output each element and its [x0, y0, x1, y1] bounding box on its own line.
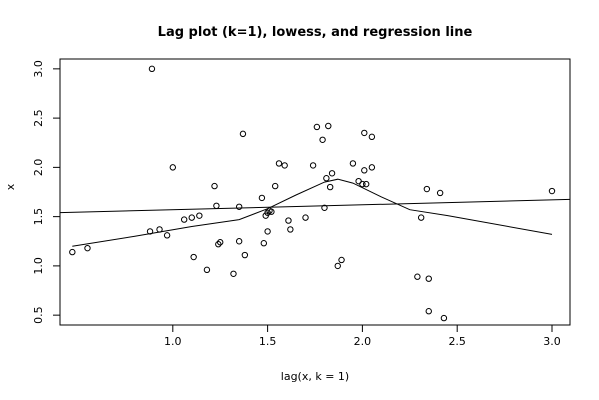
data-points: [69, 65, 556, 322]
data-point: [203, 266, 211, 274]
data-point: [309, 162, 317, 169]
data-point: [287, 226, 294, 233]
data-point: [436, 189, 444, 197]
y-tick-label: 2.0: [32, 159, 45, 177]
x-axis: 1.0 1.5 2.0 2.5 3.0: [164, 324, 561, 348]
data-point: [264, 209, 271, 216]
data-point: [349, 160, 357, 167]
data-point: [260, 240, 268, 247]
data-point: [321, 204, 328, 211]
data-point: [361, 167, 368, 174]
data-point: [361, 129, 368, 137]
data-point: [190, 253, 197, 261]
data-point: [180, 216, 188, 223]
data-point: [548, 187, 556, 195]
data-point: [328, 170, 336, 177]
data-point: [275, 160, 283, 167]
regression-line: [59, 198, 571, 214]
data-point: [414, 273, 421, 280]
data-point: [281, 162, 288, 169]
data-point: [425, 308, 432, 315]
data-point: [313, 123, 321, 131]
y-tick-label: 0.5: [32, 306, 45, 324]
data-point: [69, 248, 76, 256]
data-point: [302, 214, 309, 221]
data-point: [217, 239, 224, 246]
data-point: [368, 164, 376, 171]
data-point: [146, 228, 154, 235]
data-point: [425, 275, 432, 282]
data-point: [359, 180, 366, 188]
x-tick-label: 1.0: [164, 335, 182, 348]
y-tick-label: 1.0: [32, 257, 45, 275]
x-tick-label: 1.5: [259, 335, 277, 348]
x-tick-label: 3.0: [543, 335, 561, 348]
data-point: [285, 217, 292, 224]
data-point: [215, 241, 222, 248]
data-point: [156, 226, 163, 233]
data-point: [323, 175, 330, 182]
data-point: [417, 214, 425, 221]
data-point: [368, 133, 376, 141]
data-point: [169, 164, 177, 171]
data-point: [211, 182, 218, 190]
fit-lines: [59, 178, 571, 247]
data-point: [230, 270, 237, 277]
data-point: [196, 212, 203, 219]
data-point: [338, 256, 345, 264]
x-tick-label: 2.5: [448, 335, 466, 348]
y-axis: 0.5 1.0 1.5 2.0 2.5 3.0: [32, 60, 61, 324]
x-tick-label: 2.0: [354, 335, 372, 348]
data-point: [423, 185, 431, 193]
data-point: [235, 203, 243, 210]
y-tick-label: 1.5: [32, 208, 45, 226]
data-point: [268, 208, 275, 215]
y-tick-label: 3.0: [32, 60, 45, 78]
lowess-curve: [72, 178, 553, 247]
x-axis-label: lag(x, k = 1): [281, 370, 349, 383]
chart-title: Lag plot (k=1), lowess, and regression l…: [158, 25, 473, 40]
data-point: [334, 262, 341, 270]
data-point: [264, 228, 271, 235]
y-tick-label: 2.5: [32, 109, 45, 127]
y-axis-label: x: [4, 183, 17, 190]
data-point: [271, 182, 279, 190]
data-point: [213, 202, 220, 209]
data-point: [258, 194, 266, 202]
data-point: [239, 130, 247, 138]
data-point: [362, 180, 370, 188]
data-point: [319, 136, 326, 143]
data-point: [326, 183, 334, 191]
data-point: [188, 214, 195, 221]
data-point: [148, 65, 156, 73]
data-point: [235, 238, 243, 245]
data-point: [241, 251, 249, 259]
data-point: [325, 122, 332, 130]
data-point: [84, 244, 91, 252]
data-point: [440, 314, 448, 322]
data-point: [163, 232, 171, 239]
